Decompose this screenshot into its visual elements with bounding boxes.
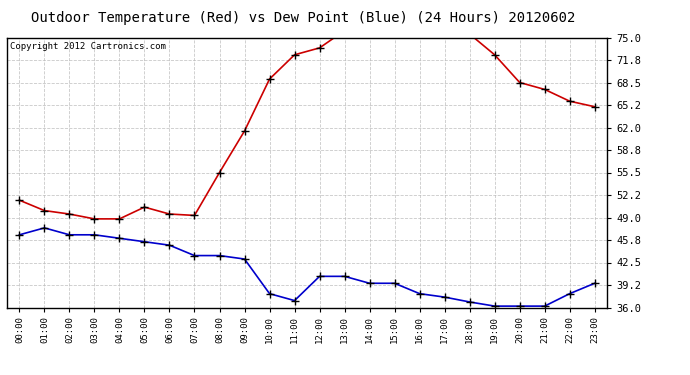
Text: Copyright 2012 Cartronics.com: Copyright 2012 Cartronics.com	[10, 42, 166, 51]
Text: Outdoor Temperature (Red) vs Dew Point (Blue) (24 Hours) 20120602: Outdoor Temperature (Red) vs Dew Point (…	[32, 11, 575, 25]
